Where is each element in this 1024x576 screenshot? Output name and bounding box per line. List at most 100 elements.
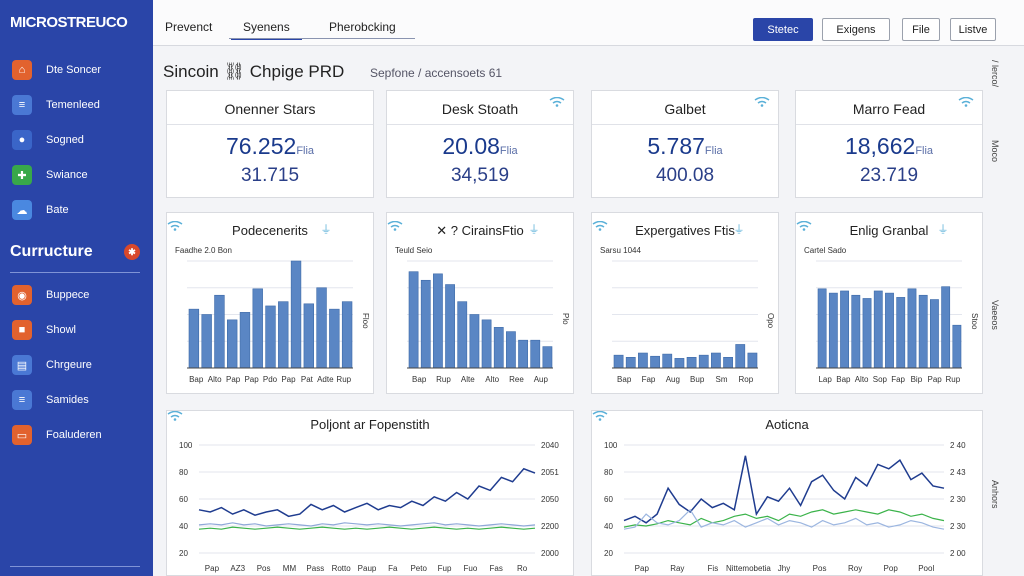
kpi-card: Marro Fead 18,662Flia 23.719 — [795, 90, 983, 198]
stetec-button[interactable]: Stetec — [753, 18, 813, 41]
kpi-title: Onenner Stars — [224, 101, 316, 117]
series-line — [198, 467, 536, 518]
sidebar-item-bate[interactable]: ☁ Bate — [12, 196, 142, 224]
rail-label[interactable]: / lerco/ — [990, 60, 1000, 88]
bar — [735, 344, 746, 369]
wifi-icon[interactable] — [592, 411, 608, 421]
wifi-arc — [592, 221, 608, 225]
tab-prevenct[interactable]: Prevenct — [165, 20, 213, 34]
filter-icon[interactable]: ⏚ — [937, 224, 949, 236]
sidebar-item-samides[interactable]: ≡ Samides — [12, 386, 142, 414]
rail-label[interactable]: Anhors — [990, 480, 1000, 509]
y2-tick-label: 2050 — [541, 495, 559, 504]
bar — [662, 353, 673, 369]
x-tick-label: Rup — [946, 375, 961, 384]
wifi-arc — [167, 221, 183, 225]
sidebar-item-label: Samides — [46, 394, 89, 406]
tab-pherobcking[interactable]: Pherobcking — [329, 20, 396, 34]
sidebar-item-label: Foaluderen — [46, 429, 102, 441]
wifi-arc — [796, 221, 812, 225]
x-tick-label: Pass — [306, 564, 324, 573]
sidebar-item-label: Dte Soncer — [46, 64, 102, 76]
bar — [341, 301, 353, 369]
y2-tick-label: 2000 — [541, 549, 559, 558]
wifi-dot — [555, 104, 559, 107]
page-subtitle[interactable]: Sepfone / accensoets 61 — [370, 66, 503, 80]
line-chart: 100 2040 80 2051 60 2050 40 2200 20 2000 Pap AZ3 Pos… — [179, 441, 559, 573]
wifi-icon[interactable] — [387, 221, 403, 231]
y-axis-label: Floo — [361, 313, 370, 329]
x-tick-label: Rup — [436, 375, 451, 384]
kpi-subvalue: 400.08 — [655, 165, 715, 186]
sidebar-item-buppece[interactable]: ◉ Buppece — [12, 281, 142, 309]
chart-legend: Faadhe 2.0 Bon — [175, 246, 232, 255]
kpi-value-number: 76.252 — [225, 133, 297, 159]
wifi-arc — [961, 100, 971, 104]
bar — [252, 288, 263, 369]
y-tick-label: 40 — [604, 522, 613, 531]
x-tick-label: Pdo — [263, 375, 278, 384]
wifi-icon[interactable] — [592, 221, 608, 231]
wifi-dot — [598, 228, 602, 231]
wifi-icon[interactable] — [754, 97, 770, 107]
x-tick-label: Ro — [517, 564, 528, 573]
wifi-icon[interactable] — [958, 97, 974, 107]
exigens-button[interactable]: Exigens — [822, 18, 890, 41]
wifi-icon[interactable] — [167, 221, 183, 231]
y2-tick-label: 2200 — [541, 522, 559, 531]
y-tick-label: 60 — [179, 495, 188, 504]
filter-icon[interactable]: ⏚ — [320, 224, 332, 236]
sidebar-item-label: Showl — [46, 324, 76, 336]
kpi-value-unit: Flia — [704, 145, 723, 157]
x-tick-label: Paup — [358, 564, 377, 573]
x-tick-label: Bap — [189, 375, 204, 384]
sidebar-item-sogned[interactable]: ● Sogned — [12, 126, 142, 154]
kpi-divider — [796, 124, 982, 125]
filter-icon[interactable]: ⏚ — [528, 224, 540, 236]
tab-syenens[interactable]: Syenens — [231, 20, 302, 40]
bar — [930, 299, 939, 369]
sidebar-item-swiance[interactable]: ✚ Swiance — [12, 161, 142, 189]
sidebar-item-dte soncer[interactable]: ⌂ Dte Soncer — [12, 56, 142, 84]
wifi-arc — [754, 97, 770, 101]
x-tick-label: Nittemobetia — [726, 564, 771, 573]
wifi-arc — [757, 100, 767, 104]
x-tick-label: Rop — [738, 375, 753, 384]
rail-label[interactable]: Moco — [990, 140, 1000, 163]
wifi-dot — [760, 104, 764, 107]
alert-icon[interactable]: ✱ — [124, 244, 140, 260]
series-line — [198, 526, 536, 530]
bar — [420, 279, 431, 369]
sidebar-item-showl[interactable]: ■ Showl — [12, 316, 142, 344]
wifi-icon[interactable] — [796, 221, 812, 231]
bar — [481, 319, 492, 369]
wifi-icon[interactable] — [549, 97, 565, 107]
rail-label[interactable]: Vaeeos — [990, 300, 1000, 330]
bar — [214, 294, 225, 369]
bar — [457, 301, 468, 369]
bar — [201, 314, 212, 369]
wifi-arc — [552, 100, 562, 104]
mini-chart-card: Enlig Granbal ⏚ Cartel Sado Stoo Lap Bap Alto S… — [795, 212, 983, 394]
mini-chart-title: Podecenerits — [232, 223, 308, 238]
line-chart-card: Poljont ar Fopenstith 100 2040 80 2051 60 2050… — [166, 410, 574, 576]
sidebar-item-temenleed[interactable]: ≡ Temenleed — [12, 91, 142, 119]
sidebar-item-foaluderen[interactable]: ▭ Foaluderen — [12, 421, 142, 449]
kpi-value-unit: Flia — [499, 145, 518, 157]
sidebar-item-chrgeure[interactable]: ▤ Chrgeure — [12, 351, 142, 379]
file-button[interactable]: File — [902, 18, 940, 41]
x-tick-label: Bap — [836, 375, 851, 384]
listve-button[interactable]: Listve — [950, 18, 996, 41]
filter-icon[interactable]: ⏚ — [733, 224, 745, 236]
bar — [542, 346, 553, 369]
bar — [408, 271, 419, 369]
wifi-icon[interactable] — [167, 411, 183, 421]
bar — [265, 305, 276, 369]
y-tick-label: 80 — [604, 468, 613, 477]
sidebar-section-title: Curructure — [10, 243, 93, 260]
wifi-dot — [173, 228, 177, 231]
y2-tick-label: 2051 — [541, 468, 559, 477]
kpi-value: 18,662Flia — [796, 133, 982, 160]
bar — [747, 352, 758, 369]
x-tick-label: Alte — [461, 375, 475, 384]
